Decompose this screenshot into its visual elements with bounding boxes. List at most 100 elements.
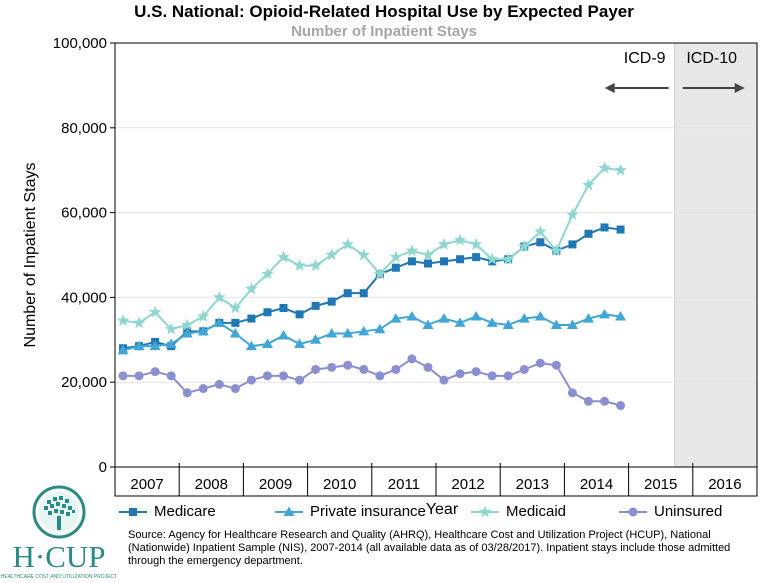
icd10-label: ICD-10 — [686, 50, 737, 67]
data-point — [229, 301, 242, 314]
data-point — [343, 289, 352, 298]
data-point — [341, 237, 354, 250]
data-point — [373, 267, 386, 280]
data-point — [277, 250, 290, 263]
data-point — [391, 364, 401, 374]
data-point — [422, 319, 434, 329]
series-medicaid — [116, 161, 627, 335]
data-point — [599, 308, 611, 319]
legend-marker — [283, 506, 295, 516]
data-point — [502, 319, 514, 329]
series-line — [122, 167, 621, 331]
data-point — [117, 344, 129, 355]
data-point — [262, 371, 272, 381]
data-point — [150, 367, 160, 377]
data-point — [615, 310, 627, 321]
chart-legend: Medicare Private insurance Medicaid Uninsur… — [118, 503, 758, 553]
data-point — [165, 322, 178, 335]
data-point — [472, 253, 481, 262]
data-point — [118, 371, 128, 381]
legend-item: Private insurance — [274, 503, 426, 520]
data-point — [600, 396, 610, 406]
data-point — [584, 229, 593, 238]
data-point — [359, 289, 368, 298]
legend-label: Medicaid — [506, 503, 567, 520]
legend-item: Uninsured — [618, 503, 722, 520]
data-point — [456, 255, 465, 264]
data-point — [149, 340, 161, 351]
data-point — [407, 354, 417, 364]
hcup-logo-tree-icon — [32, 485, 86, 539]
data-point — [568, 240, 577, 249]
data-point — [309, 259, 322, 271]
data-point — [551, 360, 561, 370]
data-point — [132, 316, 146, 329]
x-year-label: 2012 — [451, 476, 484, 493]
data-point — [359, 364, 369, 374]
y-tick-label: 100,000 — [53, 35, 107, 52]
x-year-label: 2015 — [644, 476, 677, 493]
data-point — [518, 240, 531, 252]
legend-marker — [628, 507, 638, 516]
data-point — [197, 310, 210, 322]
data-point — [455, 369, 465, 379]
data-point — [230, 384, 240, 394]
series-uninsured — [118, 354, 626, 411]
data-point — [213, 317, 225, 327]
data-point — [198, 384, 208, 394]
data-point — [327, 297, 336, 306]
x-year-label: 2009 — [259, 476, 292, 493]
data-point — [616, 401, 626, 411]
data-point — [247, 314, 256, 323]
data-point — [470, 310, 482, 321]
data-point — [600, 223, 609, 232]
data-point — [453, 233, 467, 246]
data-point — [311, 364, 321, 374]
data-point — [197, 325, 209, 336]
data-point — [231, 318, 240, 327]
legend-swatch — [119, 507, 147, 516]
x-year-label: 2016 — [708, 476, 741, 493]
x-year-label: 2010 — [323, 476, 356, 493]
data-point — [437, 237, 451, 250]
data-point — [486, 317, 498, 327]
data-point — [245, 340, 257, 351]
logo-text: H·CUP — [12, 539, 106, 574]
data-point — [261, 338, 273, 349]
data-point — [358, 325, 370, 336]
x-year-label: 2014 — [580, 476, 613, 493]
data-point — [391, 263, 400, 272]
x-year-label: 2011 — [388, 476, 420, 493]
data-point — [406, 310, 418, 321]
data-point — [389, 250, 403, 263]
legend-swatch — [471, 505, 499, 517]
legend-swatch — [275, 506, 303, 516]
data-point — [326, 327, 338, 338]
data-point — [550, 319, 562, 329]
y-tick-label: 40,000 — [61, 289, 107, 306]
data-point — [263, 308, 272, 317]
data-point — [582, 178, 595, 191]
series-private-insurance — [117, 308, 627, 355]
data-point — [166, 371, 176, 381]
data-point — [407, 257, 416, 266]
data-point — [295, 375, 305, 385]
icd10-arrow-icon — [734, 83, 745, 93]
data-point — [165, 338, 177, 349]
data-point — [134, 371, 144, 381]
y-tick-label: 60,000 — [61, 205, 107, 222]
data-point — [181, 318, 194, 331]
data-point — [566, 208, 579, 220]
data-point — [566, 319, 578, 329]
data-point — [486, 252, 499, 265]
data-point — [536, 238, 545, 247]
data-point — [148, 305, 162, 318]
data-point — [182, 388, 192, 398]
data-point — [116, 314, 130, 326]
data-point — [279, 304, 288, 312]
x-year-label: 2013 — [516, 476, 549, 493]
data-point — [342, 327, 354, 338]
legend-marker — [129, 507, 137, 516]
data-point — [598, 161, 611, 174]
data-point — [440, 257, 449, 266]
